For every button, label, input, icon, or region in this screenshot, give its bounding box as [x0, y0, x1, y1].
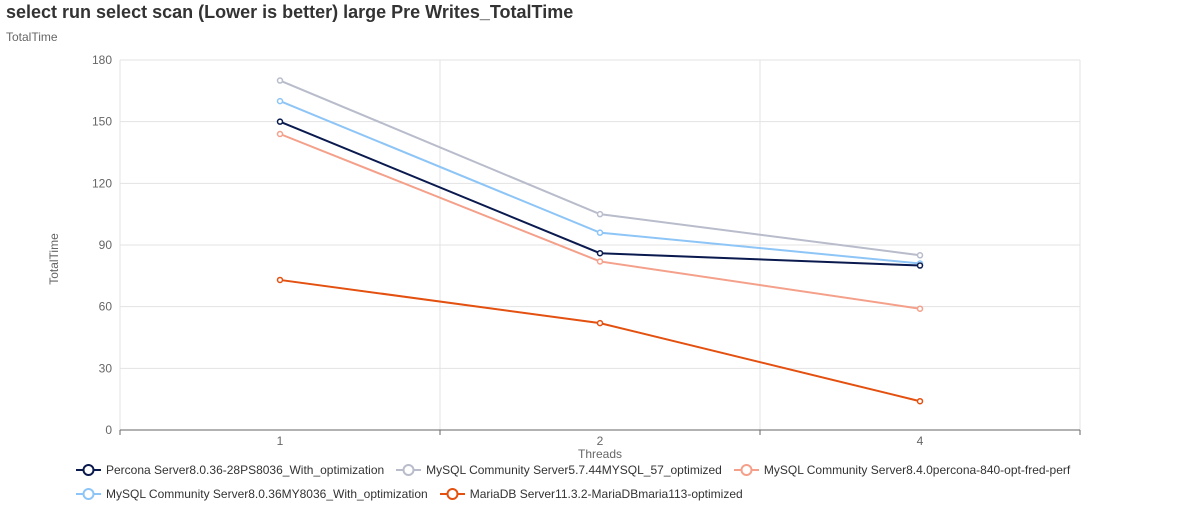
legend-swatch-series-1: [396, 464, 422, 476]
series-1-point: [596, 210, 604, 218]
legend-row-1: Percona Server8.0.36-28PS8036_With_optim…: [76, 458, 1176, 482]
series-line-1: [279, 79, 921, 257]
y-tick-label: 0: [105, 423, 112, 437]
series-3-point: [596, 229, 604, 236]
y-tick-label: 60: [99, 300, 113, 314]
series-4-point: [276, 276, 284, 284]
x-tick-label: 1: [277, 434, 284, 448]
legend-swatch-series-4: [439, 488, 465, 500]
series-0-point: [596, 249, 604, 257]
x-tick-label: 2: [597, 434, 604, 448]
series-2-point: [276, 130, 284, 138]
y-tick-label: 150: [92, 115, 112, 129]
y-tick-label: 30: [99, 361, 113, 375]
legend-item-series-3[interactable]: MySQL Community Server8.0.36MY8036_With_…: [76, 487, 428, 501]
legend-item-series-4[interactable]: MariaDB Server11.3.2-MariaDBmaria113-opt…: [439, 487, 743, 501]
legend-label-series-0: Percona Server8.0.36-28PS8036_With_optim…: [106, 463, 385, 477]
legend-label-series-3: MySQL Community Server8.0.36MY8036_With_…: [106, 487, 428, 501]
x-tick-label: 4: [917, 434, 924, 448]
series-3-point: [276, 97, 284, 105]
series-2-point: [916, 305, 924, 312]
series-1-point: [916, 252, 924, 259]
chart-subtitle: TotalTime: [6, 30, 58, 44]
series-4-point: [916, 397, 924, 405]
series-0-point: [916, 262, 924, 269]
y-tick-label: 120: [92, 176, 112, 190]
legend-swatch-series-3: [76, 488, 101, 500]
x-axis-title: Threads: [578, 447, 622, 458]
line-chart: 0 30 60 90 120 150 180 1 2 4 Threads TotalTime: [47, 53, 1081, 458]
legend-label-series-1: MySQL Community Server5.7.44MYSQL_57_opt…: [426, 463, 722, 477]
y-tick-label: 180: [92, 53, 112, 67]
chart-legend: Percona Server8.0.36-28PS8036_With_optim…: [76, 458, 1176, 506]
series-2-point: [596, 258, 604, 265]
series-0-point: [276, 118, 284, 125]
legend-item-series-1[interactable]: MySQL Community Server5.7.44MYSQL_57_opt…: [396, 463, 722, 477]
legend-row-2: MySQL Community Server8.0.36MY8036_With_…: [76, 482, 1176, 506]
chart-title: select run select scan (Lower is better)…: [6, 2, 574, 22]
legend-item-series-0[interactable]: Percona Server8.0.36-28PS8036_With_optim…: [76, 463, 384, 477]
y-axis-title: TotalTime: [47, 233, 61, 285]
legend-label-series-4: MariaDB Server11.3.2-MariaDBmaria113-opt…: [469, 487, 743, 501]
series-line-0: [279, 120, 921, 267]
legend-item-series-2[interactable]: MySQL Community Server8.4.0percona-840-o…: [733, 463, 1071, 477]
series-line-4: [279, 278, 921, 403]
series-line-3: [279, 100, 921, 265]
series-4-point: [596, 319, 604, 327]
legend-swatch-series-2: [733, 464, 759, 476]
y-tick-label: 90: [99, 238, 113, 252]
legend-swatch-series-0: [76, 464, 101, 476]
series-1-point: [276, 77, 284, 84]
legend-label-series-2: MySQL Community Server8.4.0percona-840-o…: [763, 463, 1071, 477]
